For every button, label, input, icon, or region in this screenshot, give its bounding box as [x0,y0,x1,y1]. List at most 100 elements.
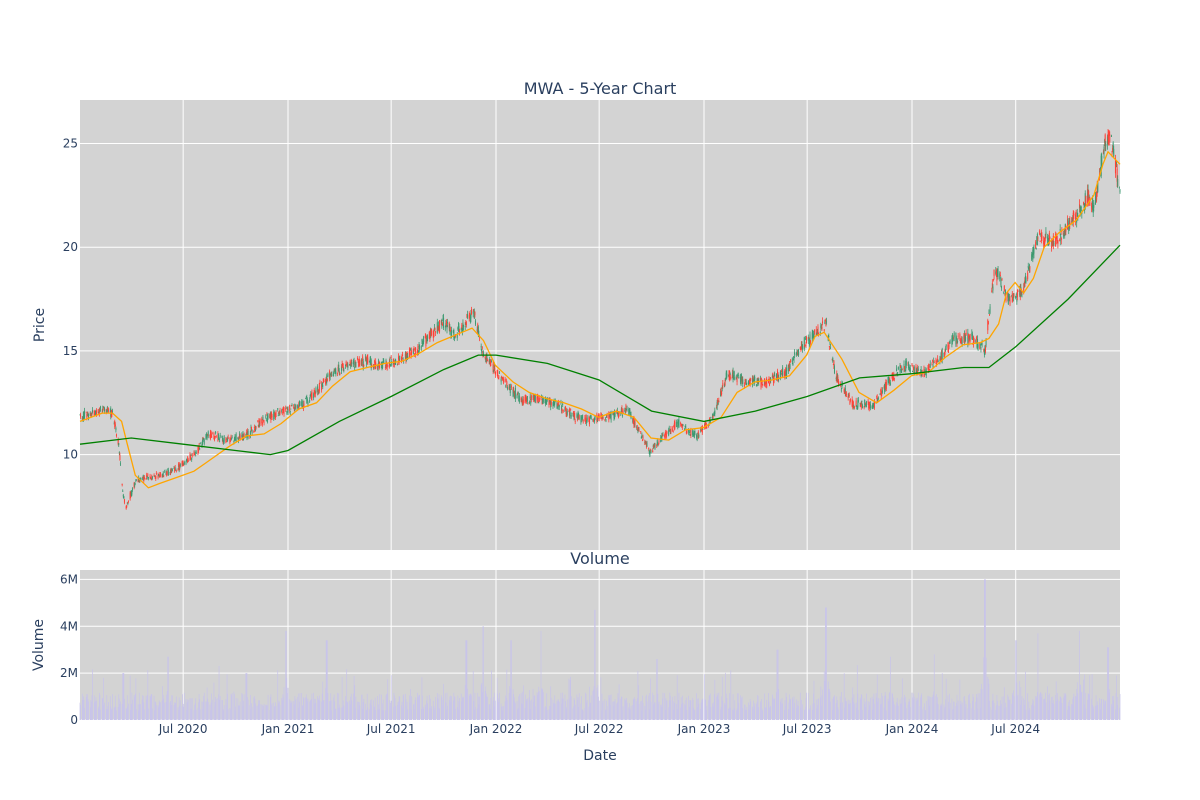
candlestick [178,464,180,473]
candlestick [999,271,1001,282]
volume-bar [590,702,591,720]
volume-bar [884,695,886,720]
candlestick [525,395,527,404]
volume-bar [128,703,129,720]
volume-bar [953,701,954,720]
candlestick [696,435,698,442]
candlestick [705,420,707,430]
volume-bar [231,693,233,720]
volume-bar [621,696,622,720]
volume-bar [589,686,590,720]
volume-bar [852,701,854,720]
volume-bar [572,708,574,720]
candlestick [638,426,640,432]
volume-bar [729,707,731,720]
candlestick [933,360,935,364]
candlestick [717,400,719,406]
volume-bar [537,694,538,720]
candlestick [448,321,450,332]
volume-bar [350,693,352,720]
candlestick [725,377,727,382]
candlestick [433,323,435,332]
price-y-axis-title: Price [32,308,48,342]
candlestick [187,455,189,464]
candlestick [247,428,249,436]
candlestick [285,405,287,412]
candlestick [207,433,209,437]
candlestick [872,402,874,410]
volume-bar [689,700,691,720]
volume-bar [87,694,88,720]
candlestick [721,390,723,397]
candlestick [473,308,475,312]
volume-bar [379,694,381,720]
volume-bar [402,707,403,720]
volume-bar [91,702,92,720]
candlestick [792,362,794,366]
candlestick [402,351,404,357]
volume-bar [96,700,97,720]
volume-bar [844,697,846,720]
candlestick [738,374,740,379]
candlestick [774,371,776,377]
volume-bar [241,692,243,720]
moving-average-short-line [79,150,1121,489]
candlestick [338,368,340,376]
volume-bar [1013,696,1015,720]
volume-bar [1079,630,1080,720]
volume-bar [303,697,304,720]
candlestick [453,336,455,342]
candlestick [235,432,237,443]
volume-bar [656,659,658,720]
volume-bar [801,710,803,720]
candlestick [836,373,838,383]
volume-bar [351,700,353,720]
candlestick [102,406,104,411]
volume-bar [672,696,674,720]
volume-bar [414,709,415,720]
volume-bar [746,706,748,720]
volume-bar [1043,698,1045,720]
volume-bar [1051,697,1052,720]
volume-bar [756,701,758,720]
volume-bar [792,699,794,720]
candlestick [654,442,656,450]
volume-bar [634,697,635,720]
volume-bar [1063,697,1064,720]
volume-bar [823,671,825,720]
volume-bar [291,701,293,720]
candlestick [550,399,552,407]
volume-bar [233,691,235,720]
candlestick [678,416,680,428]
volume-bar [358,702,360,720]
candlestick [1059,238,1061,242]
volume-bar [1047,694,1049,720]
volume-bar [365,703,366,720]
candlestick [127,500,129,504]
candlestick [233,436,235,442]
volume-bar [937,704,939,720]
volume-bar [202,701,204,720]
candlestick [726,370,728,379]
candlestick [853,404,855,410]
volume-bar [592,691,594,720]
volume-bar [774,698,776,720]
volume-bar [1083,704,1085,720]
candlestick [713,412,715,417]
candlestick [89,411,91,416]
candlestick [924,366,926,376]
volume-bar [130,703,132,720]
candlestick [355,361,357,368]
volume-bar [450,701,452,720]
candlestick [729,370,731,382]
volume-bar [291,702,292,720]
candlestick [869,401,871,411]
price-y-tick-label: 10 [63,448,78,462]
volume-bar [406,701,408,720]
candlestick [1016,296,1018,305]
volume-bar [909,701,911,720]
volume-bar [709,694,711,720]
candlestick [154,475,156,477]
volume-bar [423,708,424,720]
volume-bar [832,709,834,720]
